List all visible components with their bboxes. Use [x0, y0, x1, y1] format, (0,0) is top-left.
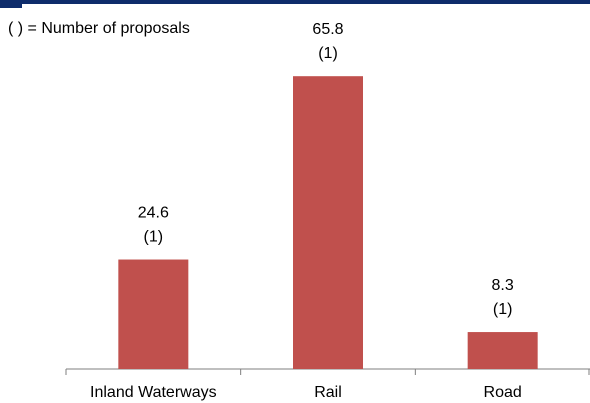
category-tick-label: Inland Waterways: [90, 384, 217, 401]
header-accent: [0, 4, 22, 8]
bar-rail: [293, 76, 363, 369]
category-tick-label: Road: [484, 384, 522, 401]
bar-inland-waterways: [118, 259, 189, 369]
value-label: 65.8: [312, 21, 343, 38]
plot-area: 24.6 (1) Inland Waterways 65.8 (1) Rail 8.3 (1)…: [65, 21, 590, 401]
header-band: [0, 0, 590, 4]
value-label: 24.6: [138, 205, 169, 222]
value-label: 8.3: [492, 277, 514, 294]
chart-note: ( ) = Number of proposals: [8, 20, 190, 37]
bar-road: [467, 332, 538, 369]
count-label: (1): [144, 229, 164, 246]
category-tick-label: Rail: [314, 384, 342, 401]
count-label: (1): [318, 45, 338, 62]
count-label: (1): [493, 301, 513, 318]
